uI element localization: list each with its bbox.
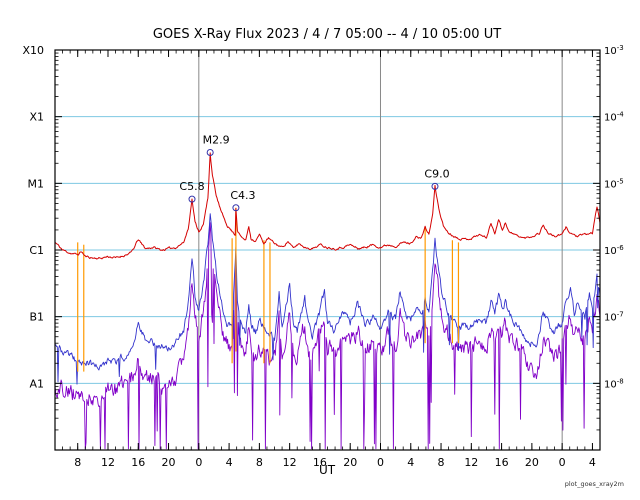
flare-label: C5.8 [179, 180, 204, 193]
chart-title: GOES X-Ray Flux 2023 / 4 / 7 05:00 -- 4 … [153, 27, 501, 42]
y-left-label: X1 [29, 111, 44, 124]
x-tick-label: 20 [343, 456, 357, 469]
dropout-markers [77, 207, 460, 372]
x-tick-label: 4 [226, 456, 233, 469]
x-tick-label: 0 [195, 456, 202, 469]
series-short2-trace [54, 222, 601, 450]
series-short-trace [54, 213, 601, 385]
plot-credit: plot_goes_xray2m [565, 480, 624, 488]
x-tick-label: 20 [162, 456, 176, 469]
x-tick-label: 20 [525, 456, 539, 469]
x-tick-label: 8 [74, 456, 81, 469]
y-right-label: 10-4 [604, 111, 624, 124]
x-tick-label: 16 [495, 456, 509, 469]
x-tick-label: 16 [131, 456, 145, 469]
y-left-label: M1 [28, 177, 45, 190]
x-tick-label: 8 [256, 456, 263, 469]
flare-peak-marker [431, 182, 439, 190]
y-left-label: B1 [29, 311, 44, 324]
y-left-label: C1 [29, 244, 44, 257]
flare-label: M2.9 [203, 134, 230, 147]
y-right-label: 10-8 [604, 377, 624, 390]
grid-lines [55, 50, 600, 450]
series-long-trace [54, 152, 601, 260]
y-right-label: 10-7 [604, 311, 624, 324]
x-tick-label: 0 [377, 456, 384, 469]
flare-annotations: C5.8 M2.9 C4.3 C9.0 [179, 134, 450, 212]
y-right-label: 10-5 [604, 177, 624, 190]
x-tick-label: 12 [101, 456, 115, 469]
flare-peak-marker [206, 149, 214, 157]
x-tick-label: 4 [407, 456, 414, 469]
x-tick-label: 0 [559, 456, 566, 469]
y-right-label: 10-6 [604, 244, 624, 257]
x-tick-label: 16 [313, 456, 327, 469]
primary-series [54, 152, 601, 260]
flare-peak-marker [188, 195, 196, 203]
x-tick-label: 12 [283, 456, 297, 469]
x-tick-label: 12 [464, 456, 478, 469]
flare-peak-marker [232, 204, 240, 212]
data-series [54, 213, 601, 450]
y-left-label: X10 [22, 44, 44, 57]
x-tick-label: 4 [589, 456, 596, 469]
flare-label: C4.3 [230, 189, 255, 202]
y-right-label: 10-3 [604, 44, 624, 57]
axes-and-ticks: 8 12 16 20 0 4 8 12 16 20 0 4 8 12 16 20 0 4 X10 X1 M1 C1 B1 A1… [22, 44, 624, 469]
flare-label: C9.0 [424, 167, 449, 180]
x-tick-label: 8 [438, 456, 445, 469]
y-left-label: A1 [29, 377, 44, 390]
x-axis-label: UT [319, 463, 336, 477]
